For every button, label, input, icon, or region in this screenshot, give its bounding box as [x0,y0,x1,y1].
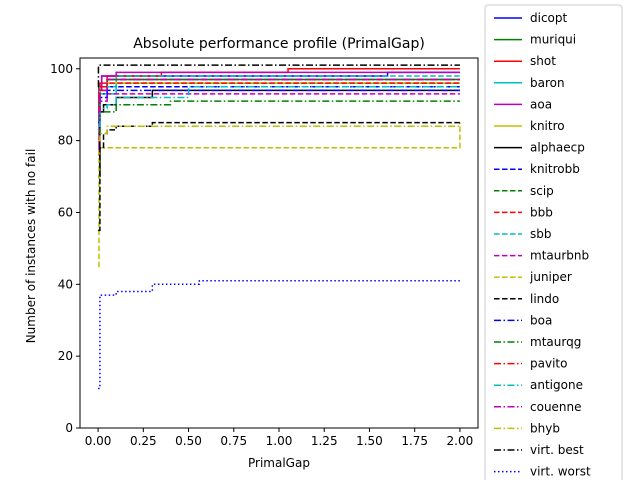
legend-label-baron: baron [530,76,565,90]
legend-label-bhyb: bhyb [530,421,560,435]
x-tick-label: 2.00 [447,434,474,448]
plot-lines [97,64,461,390]
legend-label-antigone: antigone [530,378,583,392]
legend: dicopt muriqui shot baron aoa knitro alphaecp k… [484,4,623,484]
legend-label-boa: boa [530,313,552,327]
series-line-virt-worst [98,279,460,390]
legend-label-dicopt: dicopt [530,11,568,25]
plot-frame [79,57,479,429]
x-tick-label: 0.50 [175,434,202,448]
legend-label-scip: scip [530,184,554,198]
y-axis-ticks: 0 20 40 60 80 100 [50,62,80,435]
legend-label-shot: shot [530,54,556,68]
legend-box [484,4,623,484]
legend-label-juniper: juniper [529,270,572,284]
legend-label-virt-best: virt. best [530,443,584,457]
x-tick-label: 0.75 [220,434,247,448]
x-tick-label: 1.50 [356,434,383,448]
legend-label-knitrobb: knitrobb [530,162,580,176]
legend-label-pavito: pavito [530,357,567,371]
x-axis-ticks: 0.00 0.25 0.50 0.75 1.00 1.25 1.50 1.75 2.00 [85,428,474,448]
y-tick-label: 40 [58,277,73,291]
legend-label-virt-worst: virt. worst [530,465,591,479]
x-axis-title: PrimalGap [248,456,310,470]
legend-label-muriqui: muriqui [530,33,576,47]
y-axis-title: Number of instances with no fail [24,149,38,344]
series-line-juniper [98,122,461,268]
y-tick-label: 20 [58,349,73,363]
x-tick-label: 0.00 [85,434,112,448]
legend-label-aoa: aoa [530,97,552,111]
legend-label-lindo: lindo [530,292,559,306]
x-tick-label: 1.00 [266,434,293,448]
series-line-mtaurqg [98,100,460,135]
legend-label-mtaurqg: mtaurqg [530,335,581,349]
y-tick-label: 60 [58,205,73,219]
series-line-couenne [98,78,460,113]
legend-label-knitro: knitro [530,119,565,133]
series-line-mtaurbnb [98,93,460,127]
legend-label-couenne: couenne [530,400,582,414]
series-line-lindo [98,121,460,232]
chart-title: Absolute performance profile (PrimalGap) [133,36,425,52]
series-line-antigone [98,85,460,127]
x-tick-label: 1.25 [311,434,338,448]
series-line-aoa [98,71,460,156]
x-tick-label: 0.25 [130,434,157,448]
legend-label-mtaurbnb: mtaurbnb [530,249,589,263]
series-line-alphaecp [98,89,460,178]
y-tick-label: 100 [50,62,73,76]
legend-label-bbb: bbb [530,205,553,219]
series-line-bhyb [98,125,460,142]
y-tick-label: 80 [58,134,73,148]
legend-label-alphaecp: alphaecp [530,141,585,155]
series-line-virt-best [97,64,460,88]
legend-label-sbb: sbb [530,227,552,241]
y-tick-label: 0 [65,421,73,435]
x-tick-label: 1.75 [401,434,428,448]
